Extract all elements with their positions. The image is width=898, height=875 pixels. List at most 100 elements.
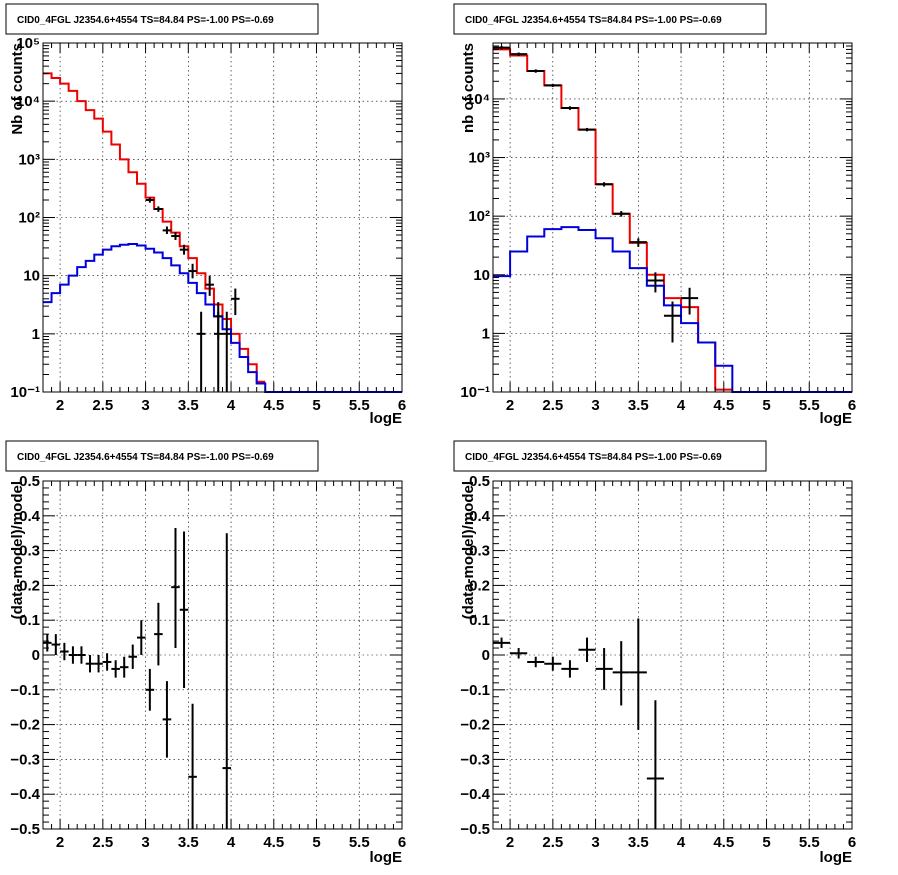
plot-frame xyxy=(42,42,403,393)
chart-title: CID0_4FGL J2354.6+4554 TS=84.84 PS=-1.00… xyxy=(465,15,722,26)
x-tick-label: 3.5 xyxy=(178,834,199,851)
x-tick-label: 5.5 xyxy=(349,834,370,851)
x-tick-label: 4 xyxy=(227,834,236,851)
title-box xyxy=(453,440,767,472)
panel-4: 2 2.5 3 3.5 4 4.5 5 5.5 6 −0.5 −0.4 −0.3 −0.2 −0.1 0 0.… xyxy=(453,440,856,866)
y-tick-label: −0.2 xyxy=(460,717,490,734)
y-tick-label: 10 xyxy=(473,267,490,284)
data-point xyxy=(629,618,647,730)
data-point xyxy=(681,287,699,315)
y-tick-label: 0.2 xyxy=(19,577,40,594)
y-axis-label: (data-model)/model xyxy=(460,481,477,619)
x-tick-label: 3.5 xyxy=(628,834,649,851)
data-point xyxy=(646,700,664,829)
data-point xyxy=(188,263,197,279)
x-tick-label: 3 xyxy=(141,397,149,414)
data-point xyxy=(612,641,630,706)
data-point xyxy=(231,288,240,316)
title-box xyxy=(5,440,319,472)
y-tick-label: −0.2 xyxy=(10,717,40,734)
y-tick-label: 0.3 xyxy=(469,543,490,560)
y-tick-label: 10³ xyxy=(468,150,490,167)
data-point xyxy=(85,655,95,673)
x-tick-label: 4.5 xyxy=(713,834,734,851)
grid xyxy=(493,43,852,392)
y-tick-label: −0.4 xyxy=(460,786,490,803)
axis-ticks xyxy=(42,42,403,393)
data-point xyxy=(544,656,562,671)
data-point xyxy=(510,52,528,57)
data-point xyxy=(646,272,664,293)
x-tick-label: 4 xyxy=(677,397,686,414)
x-tick-label: 3.5 xyxy=(628,397,649,414)
data-point xyxy=(102,653,112,671)
y-axis-label: nb of counts xyxy=(460,43,477,133)
data-point xyxy=(145,668,155,711)
data-point xyxy=(196,311,206,392)
data-point xyxy=(595,648,613,690)
y-tick-label: 10⁴ xyxy=(16,93,40,110)
y-tick-label: 0 xyxy=(32,647,40,664)
y-tick-label: 0 xyxy=(482,647,490,664)
y-tick-label: 0.5 xyxy=(19,473,40,490)
data-point xyxy=(162,681,172,758)
data-point xyxy=(94,655,103,673)
x-axis-label: logE xyxy=(370,849,403,866)
y-tick-label: −0.4 xyxy=(10,786,40,803)
data-points xyxy=(145,197,240,392)
y-tick-label: −0.1 xyxy=(10,682,40,699)
title-box xyxy=(5,3,319,35)
title-box xyxy=(453,3,767,35)
grid xyxy=(43,43,402,392)
y-tick-label: 0.4 xyxy=(469,508,491,525)
data-point xyxy=(179,531,189,689)
y-tick-label: 0.1 xyxy=(19,612,40,629)
data-point xyxy=(51,634,61,655)
data-point xyxy=(527,69,545,73)
y-tick-label: 1 xyxy=(482,325,490,342)
data-point xyxy=(629,238,647,247)
data-point xyxy=(171,232,180,241)
panel-3: 2 2.5 3 3.5 4 4.5 5 5.5 6 −0.5 −0.4 −0.3 −0.2 −0.1 0 0.… xyxy=(5,440,406,866)
data-point xyxy=(561,106,579,110)
x-tick-label: 2.5 xyxy=(92,397,113,414)
x-tick-label: 4.5 xyxy=(263,834,284,851)
y-tick-label: 10² xyxy=(468,208,490,225)
x-tick-label: 5 xyxy=(762,834,770,851)
x-tick-label: 5 xyxy=(312,397,320,414)
y-tick-label: −0.3 xyxy=(460,751,490,768)
grid xyxy=(43,481,402,829)
x-tick-label: 2 xyxy=(506,834,514,851)
y-tick-label: 10² xyxy=(18,210,40,227)
data-point xyxy=(68,646,78,664)
data-point xyxy=(578,637,596,662)
y-tick-label: −0.5 xyxy=(10,821,40,838)
model-total-histogram xyxy=(493,48,733,391)
x-axis-label: logE xyxy=(820,849,853,866)
x-tick-label: 5 xyxy=(762,397,770,414)
plot-frame xyxy=(42,480,403,830)
x-tick-label: 2 xyxy=(56,834,64,851)
data-point xyxy=(137,620,146,655)
chart-title: CID0_4FGL J2354.6+4554 TS=84.84 PS=-1.00… xyxy=(465,452,722,463)
data-point xyxy=(205,275,214,296)
y-tick-label: 0.2 xyxy=(469,577,490,594)
y-tick-label: −0.5 xyxy=(460,821,490,838)
data-point xyxy=(595,182,613,187)
data-point xyxy=(77,646,86,664)
y-tick-label: 10³ xyxy=(18,151,40,168)
x-axis-label: logE xyxy=(820,410,853,427)
x-tick-label: 6 xyxy=(848,834,856,851)
x-tick-label: 2.5 xyxy=(92,834,113,851)
y-tick-label: 10⁻¹ xyxy=(460,384,490,401)
chart-title: CID0_4FGL J2354.6+4554 TS=84.84 PS=-1.00… xyxy=(17,15,274,26)
data-point xyxy=(527,656,545,668)
data-point xyxy=(111,660,120,678)
x-tick-label: 2 xyxy=(56,397,64,414)
data-points xyxy=(493,618,664,829)
x-tick-label: 4.5 xyxy=(263,397,284,414)
data-point xyxy=(171,527,180,649)
model-source-histogram xyxy=(493,226,852,393)
y-tick-label: 0.1 xyxy=(469,612,490,629)
